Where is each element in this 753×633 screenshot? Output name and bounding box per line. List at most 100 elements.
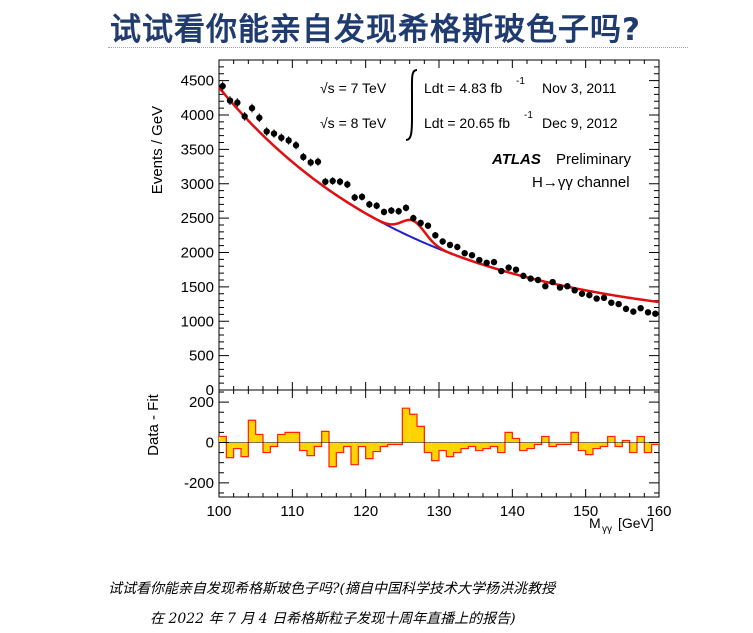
x-axis-label: M γγ [GeV] bbox=[589, 515, 654, 535]
data-point bbox=[498, 267, 505, 275]
residual-bar bbox=[380, 442, 388, 447]
residual-bar bbox=[446, 442, 454, 457]
experiment-label: ATLAS bbox=[491, 151, 541, 168]
top-y-tick-label: 4500 bbox=[181, 73, 214, 90]
data-point bbox=[600, 294, 608, 302]
bottom-y-tick-label: 200 bbox=[189, 394, 214, 411]
residual-bar bbox=[226, 442, 234, 458]
data-point bbox=[520, 272, 527, 280]
residual-bar bbox=[519, 442, 527, 451]
residual-bar bbox=[637, 436, 645, 443]
top-y-tick-label: 3000 bbox=[181, 176, 214, 193]
residual-bar bbox=[497, 442, 505, 453]
data-point bbox=[270, 130, 278, 137]
residual-bar bbox=[373, 442, 381, 452]
data-point bbox=[630, 308, 637, 315]
data-point bbox=[424, 222, 432, 229]
top-y-tick-label: 500 bbox=[189, 348, 214, 365]
residual-bar bbox=[651, 442, 659, 445]
date-7-label: Nov 3, 2011 bbox=[542, 80, 617, 96]
residual-bar bbox=[549, 442, 557, 447]
data-point bbox=[446, 241, 454, 249]
data-point bbox=[219, 82, 226, 90]
x-tick-label: 130 bbox=[426, 503, 451, 520]
top-y-tick-label: 2000 bbox=[181, 245, 214, 262]
residual-bar bbox=[512, 438, 520, 443]
residual-bar bbox=[453, 442, 461, 453]
fit-curves bbox=[218, 86, 660, 304]
caption-line-2: 在 2022 年 7 月 4 日希格斯粒子发现十周年直播上的报告) bbox=[150, 611, 516, 627]
residual-bar bbox=[248, 420, 256, 443]
top-y-axis-label: Events / GeV bbox=[149, 106, 166, 194]
data-point bbox=[402, 204, 410, 212]
residual-bar bbox=[285, 432, 293, 443]
residual-bar bbox=[593, 442, 601, 449]
data-point bbox=[358, 193, 366, 201]
residual-bar bbox=[351, 442, 359, 465]
data-point bbox=[622, 305, 630, 313]
residual-bar bbox=[534, 442, 542, 445]
data-point bbox=[314, 158, 322, 165]
data-point bbox=[490, 258, 498, 266]
residual-bar bbox=[563, 442, 571, 445]
residual-bar bbox=[307, 442, 315, 456]
residual-bar bbox=[263, 442, 271, 453]
residual-bar bbox=[402, 408, 410, 443]
x-tick-label: 120 bbox=[353, 503, 378, 520]
residual-bar bbox=[585, 442, 593, 455]
residual-bar bbox=[417, 426, 425, 443]
status-label: Preliminary bbox=[556, 151, 632, 168]
sqrt-s-7-label: √s = 7 TeV bbox=[320, 80, 387, 96]
data-point bbox=[388, 207, 395, 214]
data-point bbox=[564, 282, 571, 290]
data-point bbox=[366, 201, 373, 208]
residual-bar bbox=[622, 440, 630, 443]
x-tick-label: 160 bbox=[646, 503, 671, 520]
residual-bar bbox=[600, 442, 608, 447]
x-tick-label: 100 bbox=[206, 503, 231, 520]
data-point bbox=[285, 137, 292, 144]
data-point bbox=[454, 243, 461, 251]
title-divider bbox=[108, 47, 688, 48]
data-point bbox=[248, 104, 256, 112]
integral-sign bbox=[405, 69, 418, 141]
x-tick-label: 150 bbox=[573, 503, 598, 520]
bottom-y-axis-label: Data - Fit bbox=[145, 393, 162, 456]
residual-bar bbox=[219, 436, 227, 443]
data-point bbox=[505, 264, 512, 271]
residual-bar bbox=[409, 414, 417, 443]
data-points bbox=[219, 81, 659, 317]
residual-bar bbox=[483, 442, 491, 449]
bottom-y-tick-label: 0 bbox=[206, 434, 214, 451]
sqrt-s-8-label: √s = 8 TeV bbox=[320, 115, 387, 131]
data-point bbox=[461, 249, 468, 257]
data-point bbox=[512, 266, 520, 273]
residual-bar bbox=[615, 442, 623, 447]
data-point bbox=[263, 128, 270, 135]
residual-bar bbox=[387, 442, 395, 445]
top-y-tick-label: 1500 bbox=[181, 279, 214, 296]
data-point bbox=[556, 284, 564, 291]
data-point bbox=[527, 275, 534, 282]
residual-bar bbox=[490, 442, 498, 447]
data-point bbox=[351, 194, 358, 201]
data-point bbox=[476, 256, 483, 264]
slide-title: 试试看你能亲自发现希格斯玻色子吗? bbox=[110, 12, 641, 48]
residual-bar bbox=[461, 442, 469, 449]
x-tick-label: 110 bbox=[280, 503, 304, 520]
lumi-7-label: Ldt = 4.83 fb bbox=[424, 80, 502, 96]
top-y-tick-label: 0 bbox=[206, 382, 214, 399]
lumi-8-label: Ldt = 20.65 fb bbox=[424, 115, 510, 131]
residual-outline bbox=[219, 407, 659, 468]
residual-bar bbox=[336, 442, 344, 453]
residual-bar bbox=[321, 431, 329, 443]
residual-bar bbox=[270, 442, 278, 447]
residual-bar bbox=[556, 442, 564, 445]
residual-histogram bbox=[219, 407, 659, 468]
data-point bbox=[637, 304, 644, 312]
data-point bbox=[344, 181, 351, 188]
data-point bbox=[593, 295, 600, 302]
data-point bbox=[483, 259, 490, 267]
residual-bar bbox=[431, 442, 439, 461]
